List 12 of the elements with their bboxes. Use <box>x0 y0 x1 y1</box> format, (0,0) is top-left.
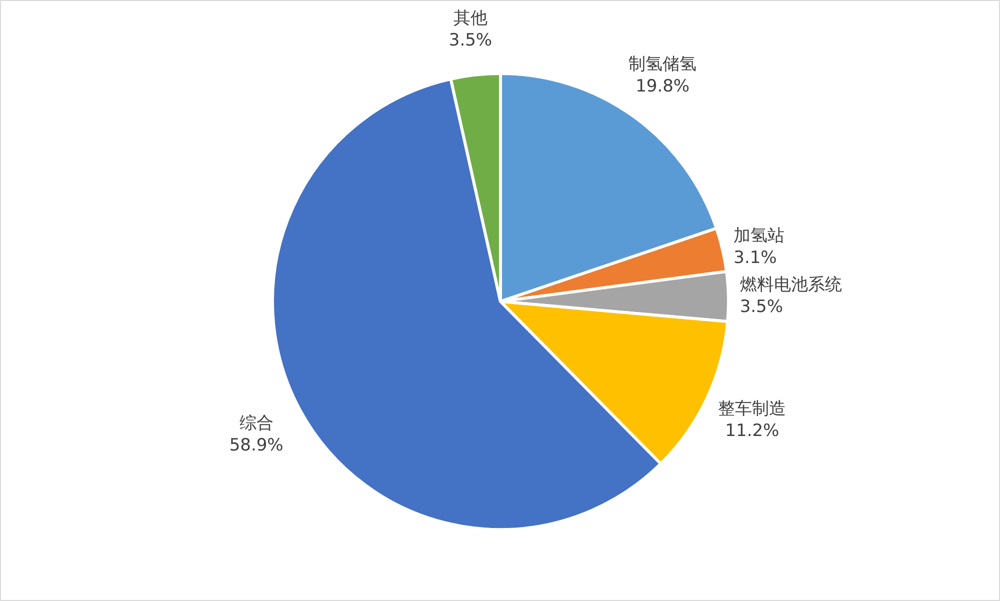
slice-label: 加氢站 <box>734 226 785 246</box>
data-label: 19.8% <box>636 76 690 96</box>
data-label: 3.5% <box>740 297 784 318</box>
slice-label: 整车制造 <box>718 398 786 419</box>
slice-label: 制氢储氢 <box>628 54 697 74</box>
slice-label: 燃料电池系统 <box>740 275 842 296</box>
slice-label: 其他 <box>453 8 488 29</box>
data-label: 3.1% <box>734 248 777 268</box>
data-label: 3.5% <box>448 30 492 51</box>
data-label: 58.9% <box>229 436 284 456</box>
data-label: 11.2% <box>725 420 780 441</box>
slice-label: 综合 <box>239 414 274 434</box>
